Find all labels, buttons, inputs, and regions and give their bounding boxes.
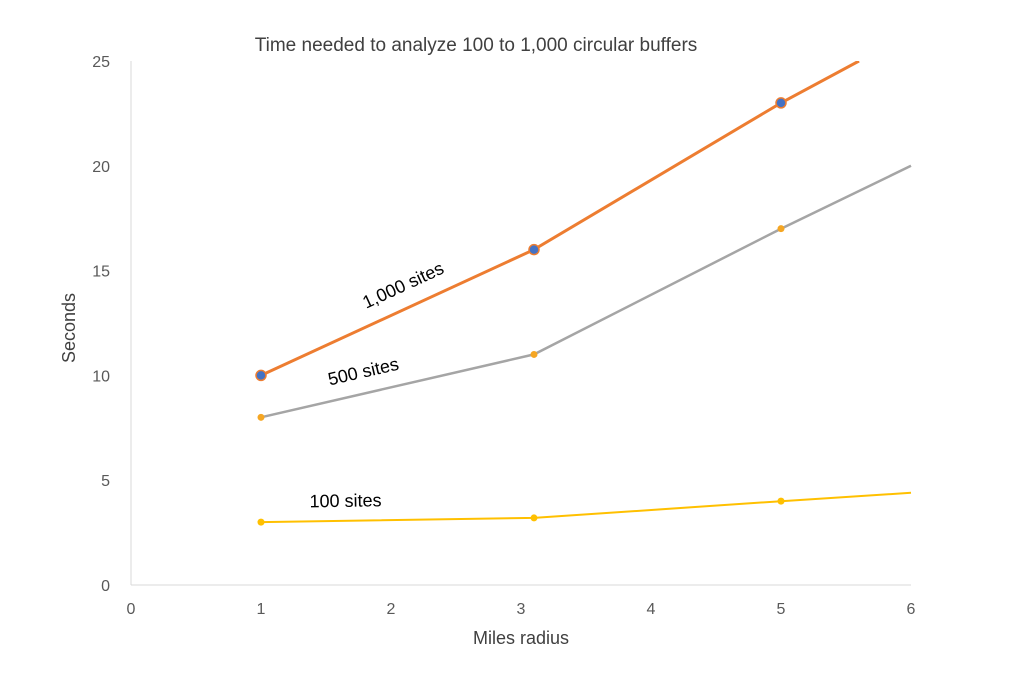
data-point [775,97,787,109]
series-2 [257,491,912,526]
data-point [257,413,265,421]
y-axis-title: Seconds [59,293,79,363]
x-tick-label: 3 [517,601,526,618]
x-tick-label: 1 [257,601,266,618]
y-tick-label: 10 [92,368,110,385]
x-tick-label: 4 [647,601,656,618]
series-0 [255,61,860,382]
chart-title: Time needed to analyze 100 to 1,000 circ… [255,35,698,56]
x-axis-title: Miles radius [473,628,569,648]
series-label: 500 sites [326,354,401,390]
data-point [257,518,265,526]
x-tick-label: 5 [777,601,786,618]
y-tick-label: 20 [92,159,110,176]
y-tick-label: 0 [101,578,110,595]
data-point [530,514,538,522]
y-tick-label: 5 [101,473,110,490]
series-line [260,491,912,524]
series-labels: 1,000 sites 500 sites 100 sites [309,258,447,511]
data-point [528,243,540,256]
series-label: 1,000 sites [359,258,446,313]
y-tick-label: 15 [92,264,110,281]
series-line [260,164,912,419]
axes: 0 1 2 3 4 5 6 0 5 10 15 20 25 [92,54,915,618]
data-point [777,225,785,233]
series-layer [255,61,912,526]
data-point [777,497,785,505]
x-tick-label: 6 [907,601,916,618]
y-tick-label: 25 [92,54,110,71]
x-tick-label: 0 [127,601,136,618]
data-point [530,350,538,358]
series-1 [257,164,912,421]
x-tick-label: 2 [387,601,396,618]
series-label: 100 sites [309,490,381,511]
series-line [260,61,860,377]
data-point [255,369,267,382]
